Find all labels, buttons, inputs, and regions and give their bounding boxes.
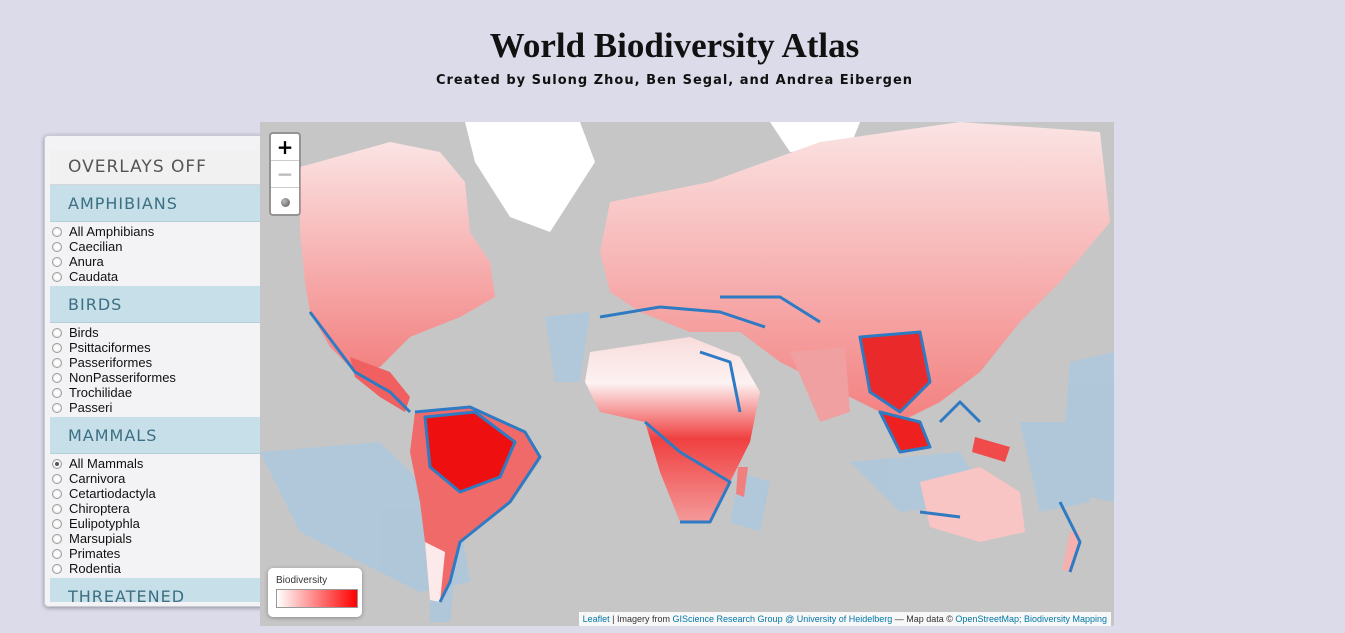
radio-button[interactable] bbox=[52, 518, 62, 529]
layer-option-label: Psittaciformes bbox=[69, 340, 151, 355]
north-america bbox=[300, 142, 495, 372]
layer-option[interactable]: Cetartiodactyla bbox=[50, 486, 265, 501]
layer-option[interactable]: All Amphibians bbox=[50, 224, 265, 239]
group-header-birds: BIRDS bbox=[50, 286, 265, 323]
data-prefix: — Map data © bbox=[892, 614, 956, 624]
layer-option[interactable]: Passeri bbox=[50, 400, 265, 415]
africa bbox=[585, 337, 760, 522]
radio-button[interactable] bbox=[52, 241, 62, 252]
layer-option[interactable]: Carnivora bbox=[50, 471, 265, 486]
radio-button[interactable] bbox=[52, 488, 62, 499]
imagery-link[interactable]: GIScience Research Group @ University of… bbox=[672, 614, 893, 624]
radio-button[interactable] bbox=[52, 342, 62, 353]
world-view-icon bbox=[280, 198, 290, 207]
layer-options: Birds Psittaciformes Passeriformes NonPasse… bbox=[50, 323, 265, 417]
layer-option-label: All Mammals bbox=[69, 456, 144, 471]
imagery-prefix: | Imagery from bbox=[609, 614, 673, 624]
page-subtitle: Created by Sulong Zhou, Ben Segal, and A… bbox=[435, 73, 914, 88]
layer-option[interactable]: Rodentia bbox=[50, 561, 265, 576]
map-container[interactable]: + − Biodiversity Leaflet | Imagery from … bbox=[260, 122, 1114, 626]
layer-option-label: Anura bbox=[69, 254, 104, 269]
layer-option-label: Rodentia bbox=[69, 561, 122, 576]
zoom-out-button[interactable]: − bbox=[271, 161, 299, 188]
layer-list[interactable]: OVERLAYS OFF AMPHIBIANS All Amphibians Cae… bbox=[50, 150, 265, 602]
radio-button[interactable] bbox=[52, 226, 62, 237]
group-header-mammals: MAMMALS bbox=[50, 417, 265, 454]
radio-button[interactable] bbox=[52, 458, 62, 469]
radio-button[interactable] bbox=[52, 473, 62, 484]
group-header-threatened: THREATENED bbox=[50, 578, 265, 602]
data-link[interactable]: OpenStreetMap; Biodiversity Mapping bbox=[955, 614, 1107, 624]
radio-button[interactable] bbox=[52, 372, 62, 383]
layer-option[interactable]: Caecilian bbox=[50, 239, 265, 254]
radio-button[interactable] bbox=[52, 402, 62, 413]
layer-option[interactable]: Chiroptera bbox=[50, 501, 265, 516]
layer-option-label: Chiroptera bbox=[69, 501, 130, 516]
layer-options: All Mammals Carnivora Cetartiodactyla Chiro… bbox=[50, 454, 265, 578]
page-title: World Biodiversity Atlas bbox=[489, 26, 860, 65]
eurasia bbox=[600, 122, 1110, 422]
radio-button[interactable] bbox=[52, 533, 62, 544]
layer-option-label: Caudata bbox=[69, 269, 119, 284]
legend-title: Biodiversity bbox=[276, 575, 328, 586]
layer-option[interactable]: Passeriformes bbox=[50, 355, 265, 370]
radio-button[interactable] bbox=[52, 327, 62, 338]
layer-panel: OVERLAYS OFF AMPHIBIANS All Amphibians Cae… bbox=[44, 135, 268, 607]
group-header-amphibians: AMPHIBIANS bbox=[50, 185, 265, 222]
layer-option-label: All Amphibians bbox=[69, 224, 155, 239]
zoom-in-button[interactable]: + bbox=[271, 134, 299, 161]
layer-option[interactable]: Marsupials bbox=[50, 531, 265, 546]
layer-option[interactable]: Caudata bbox=[50, 269, 265, 284]
layer-option[interactable]: Trochilidae bbox=[50, 385, 265, 400]
layer-option-label: Cetartiodactyla bbox=[69, 486, 156, 501]
range-outlines bbox=[308, 295, 1082, 603]
layer-option[interactable]: Primates bbox=[50, 546, 265, 561]
map-basemap[interactable] bbox=[260, 122, 1114, 626]
layer-option-label: Birds bbox=[69, 325, 99, 340]
overlays-off-button[interactable]: OVERLAYS OFF bbox=[50, 150, 265, 185]
layer-option-label: Trochilidae bbox=[69, 385, 133, 400]
layer-option-label: Carnivora bbox=[69, 471, 126, 486]
layer-option-label: NonPasseriformes bbox=[69, 370, 176, 385]
layer-option-label: Passeriformes bbox=[69, 355, 153, 370]
australia bbox=[920, 467, 1025, 542]
zoom-control: + − bbox=[269, 132, 301, 216]
layer-option-label: Caecilian bbox=[69, 239, 123, 254]
radio-button[interactable] bbox=[52, 548, 62, 559]
map-legend: Biodiversity bbox=[268, 568, 362, 617]
layer-option-label: Primates bbox=[69, 546, 121, 561]
leaflet-link[interactable]: Leaflet bbox=[582, 614, 610, 624]
radio-button[interactable] bbox=[52, 503, 62, 514]
layer-option[interactable]: NonPasseriformes bbox=[50, 370, 265, 385]
radio-button[interactable] bbox=[52, 256, 62, 267]
greenland bbox=[465, 122, 595, 232]
layer-option-label: Eulipotyphla bbox=[69, 516, 140, 531]
radio-button[interactable] bbox=[52, 271, 62, 282]
layer-options: All Amphibians Caecilian Anura Caudata bbox=[50, 222, 265, 286]
layer-option-label: Marsupials bbox=[69, 531, 132, 546]
radio-button[interactable] bbox=[52, 357, 62, 368]
radio-button[interactable] bbox=[52, 387, 62, 398]
layer-option[interactable]: Eulipotyphla bbox=[50, 516, 265, 531]
map-attribution: Leaflet | Imagery from GIScience Researc… bbox=[578, 612, 1111, 626]
layer-option-label: Passeri bbox=[69, 400, 113, 415]
radio-button[interactable] bbox=[52, 563, 62, 574]
layer-option[interactable]: All Mammals bbox=[50, 456, 265, 471]
layer-option[interactable]: Psittaciformes bbox=[50, 340, 265, 355]
globe-icon[interactable] bbox=[271, 188, 299, 214]
layer-option[interactable]: Birds bbox=[50, 325, 265, 340]
layer-option[interactable]: Anura bbox=[50, 254, 265, 269]
legend-color-bar bbox=[276, 589, 358, 608]
